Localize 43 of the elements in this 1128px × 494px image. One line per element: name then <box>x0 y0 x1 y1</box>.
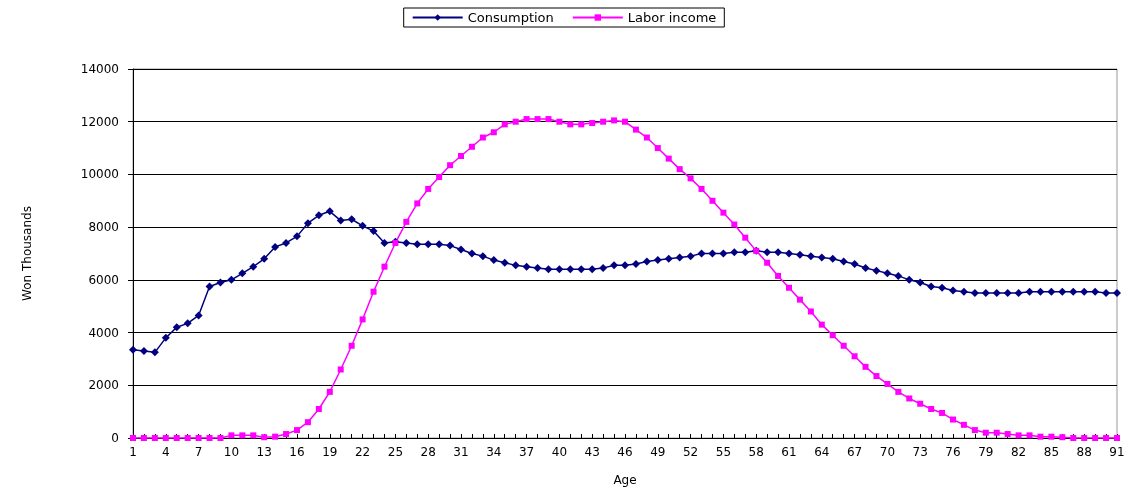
x-tick-label: 4 <box>161 445 170 459</box>
x-tick-label: 22 <box>354 445 371 459</box>
x-tick-label: 70 <box>879 445 896 459</box>
x-tick-label: 85 <box>1043 445 1060 459</box>
x-tick-label: 28 <box>420 445 436 459</box>
x-tick-label: 1 <box>129 445 137 459</box>
x-axis-title: Age <box>613 473 637 487</box>
x-tick-label: 10 <box>223 445 240 459</box>
x-tick-label: 55 <box>715 445 732 459</box>
x-tick-label: 76 <box>945 445 961 459</box>
x-tick-label: 37 <box>518 445 535 459</box>
x-tick-label: 52 <box>682 445 699 459</box>
y-tick-label: 4000 <box>88 325 119 340</box>
x-tick-label: 61 <box>781 445 797 459</box>
x-tick-label: 16 <box>289 445 305 459</box>
x-tick-label: 31 <box>453 445 469 459</box>
y-tick-label: 0 <box>111 431 119 445</box>
x-tick-label: 43 <box>584 445 600 459</box>
x-tick-label: 88 <box>1076 445 1092 459</box>
x-tick-label: 82 <box>1010 445 1027 459</box>
x-tick-label: 46 <box>617 445 633 459</box>
x-tick-label: 64 <box>814 445 830 459</box>
x-tick-label: 73 <box>912 445 928 459</box>
x-tick-label: 34 <box>486 445 502 459</box>
x-tick-label: 67 <box>846 445 863 459</box>
y-tick-label: 2000 <box>88 378 119 393</box>
x-tick-label: 40 <box>551 445 568 459</box>
x-tick-label: 7 <box>194 445 203 459</box>
y-tick-label: 8000 <box>88 220 119 235</box>
x-tick-label: 19 <box>322 445 338 459</box>
y-tick-label: 12000 <box>80 114 119 129</box>
y-tick-label: 14000 <box>80 62 119 76</box>
x-tick-label: 79 <box>978 445 994 459</box>
legend-label: Labor income <box>627 10 717 25</box>
legend-label: Consumption <box>467 10 554 25</box>
y-axis-title: Won Thousands <box>20 206 34 301</box>
y-tick-label: 10000 <box>80 167 119 182</box>
x-tick-label: 91 <box>1109 445 1125 459</box>
x-tick-label: 58 <box>748 445 764 459</box>
x-tick-label: 13 <box>256 445 272 459</box>
x-tick-label: 25 <box>387 445 404 459</box>
y-tick-label: 6000 <box>88 272 119 287</box>
x-tick-label: 49 <box>650 445 666 459</box>
